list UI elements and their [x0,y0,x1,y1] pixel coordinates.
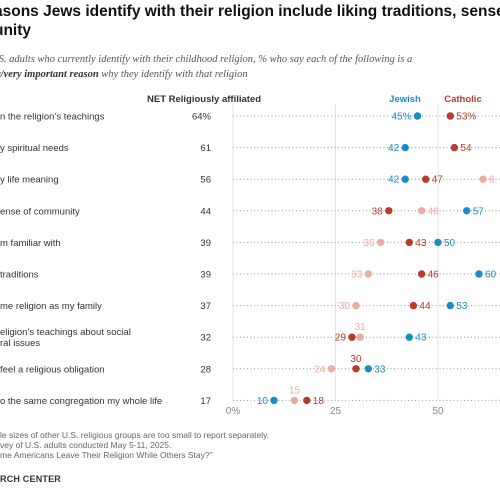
dot-p [352,301,360,310]
category-label: traditions [0,270,39,281]
data-label: 33 [351,270,363,281]
data-label: 6 [489,175,495,186]
data-label: 10 [257,396,269,407]
net-value: 61 [200,143,211,154]
x-tick-label: 0% [226,406,241,417]
net-value: 56 [200,175,211,186]
dot-jewish [364,365,372,373]
category-label: y spiritual needs [0,143,69,154]
footer-report: me Americans Leave Their Religion While … [0,450,213,460]
dot-jewish [413,112,422,120]
dot-catholic [417,270,426,278]
chart-subtitle-line-1: .S. adults who currently identify with t… [0,54,413,65]
data-label: 46 [428,206,440,217]
category-label: feel a religious obligation [0,364,105,375]
net-value: 17 [200,396,211,407]
data-label: 18 [313,396,325,407]
data-label: 38 [372,206,384,217]
category-label: ense of community [0,206,80,217]
data-label: 29 [335,333,347,344]
category-label: n the religion’s teachings [0,112,105,123]
dot-p [364,270,372,278]
chart-subtitle: .S. adults who currently identify with t… [0,52,500,82]
data-label: 53% [456,112,476,123]
dot-p [479,175,487,183]
data-label: 30 [350,354,362,365]
data-label: 24 [314,364,326,375]
dot-catholic [352,365,360,373]
dot-catholic [405,238,413,247]
dot-catholic [422,175,430,183]
data-label: 60 [485,270,497,281]
footer-note: le sizes of other U.S. religious groups … [0,430,270,440]
category-label: o the same congregation my whole life [0,396,162,407]
data-label: 42 [388,143,400,154]
dot-jewish [270,396,278,405]
dot-catholic [303,396,311,405]
data-label: 36 [363,238,375,249]
data-label: 30 [339,301,351,312]
dot-catholic [446,112,454,120]
data-label: 46 [428,270,440,281]
net-value: 39 [200,238,211,249]
data-label: 43 [415,238,427,249]
dot-catholic [385,207,393,215]
data-label: 45% [391,112,411,123]
data-label: 42 [388,175,400,186]
data-label: 47 [432,175,444,186]
net-value: 32 [200,333,211,344]
net-value: 28 [200,364,211,375]
data-label: 31 [355,322,367,333]
data-label: 43 [415,333,427,344]
chart-title-line-2: unity [0,22,32,39]
dot-p [376,238,385,247]
net-value: 44 [200,206,211,217]
net-value: 64% [192,112,212,123]
footer-survey: vey of U.S. adults conducted May 5-11, 2… [0,440,172,450]
x-tick-label: 50 [432,406,444,417]
data-label: 50 [444,238,456,249]
data-label: 53 [456,301,468,312]
dot-p [417,207,426,215]
dot-jewish [405,333,413,341]
dot-p [327,365,336,373]
dot-catholic [450,143,459,152]
chart-footer: le sizes of other U.S. religious groups … [0,430,500,460]
subtitle-rest: why they identify with that religion [98,69,248,80]
x-tick-label: 25 [330,406,342,417]
dot-jewish [475,270,483,278]
dot-jewish [434,238,442,247]
dot-chart: 0% 25 50 NET Religiously affiliated Jewish Ca… [0,94,500,417]
net-value: 39 [200,270,211,281]
chart-title-line-1: asons Jews identify with their religion … [0,3,500,20]
dot-catholic [348,333,356,341]
category-label: me religion as my family [0,301,102,312]
category-label: m familiar with [0,238,61,249]
net-value: 37 [200,301,211,312]
data-label: 33 [374,364,386,375]
dot-jewish [463,207,471,215]
net-column-header: NET Religiously affiliated [147,94,261,105]
brand-logo: RCH CENTER [0,474,62,484]
dot-jewish [401,175,409,183]
category-label: eligion’s teachings about social [0,327,131,338]
category-label-line-2: ral issues [0,338,40,349]
data-label: 15 [289,385,301,396]
legend-label: Catholic [444,94,481,105]
legend-label: Jewish [389,94,421,105]
data-label: 57 [473,206,485,217]
data-label: 44 [419,301,431,312]
subtitle-emphasis: y/very important reason [0,69,99,80]
dot-jewish [446,301,454,310]
dot-p [356,333,364,341]
dot-jewish [401,143,409,152]
data-label: 54 [460,143,472,154]
chart-title: asons Jews identify with their religion … [0,2,500,40]
category-label: y life meaning [0,175,59,186]
dot-catholic [409,301,418,310]
chart-subtitle-line-2: y/very important reason why they identif… [0,67,500,82]
dot-p [290,396,299,405]
